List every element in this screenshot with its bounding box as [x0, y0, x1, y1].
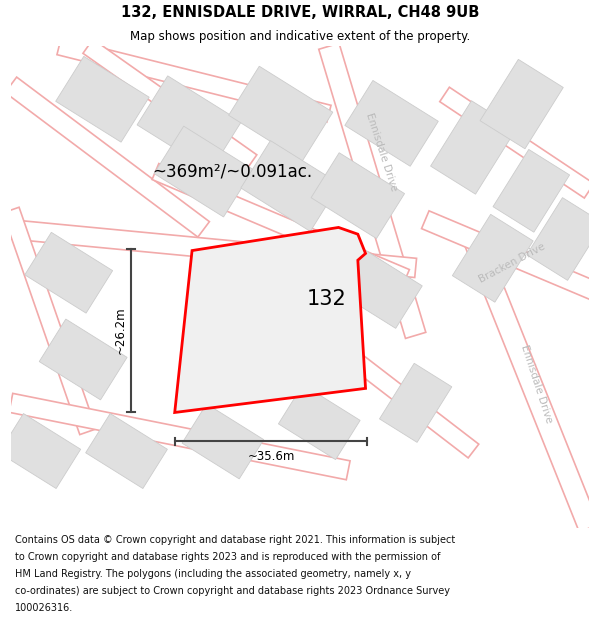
Polygon shape	[154, 126, 253, 217]
Text: Bracken Drive: Bracken Drive	[477, 241, 547, 285]
Polygon shape	[9, 393, 350, 480]
Text: 132, ENNISDALE DRIVE, WIRRAL, CH48 9UB: 132, ENNISDALE DRIVE, WIRRAL, CH48 9UB	[121, 6, 479, 21]
Polygon shape	[57, 38, 331, 122]
Polygon shape	[440, 88, 594, 198]
Text: Map shows position and indicative extent of the property.: Map shows position and indicative extent…	[130, 29, 470, 42]
Polygon shape	[182, 404, 264, 479]
Polygon shape	[83, 39, 257, 169]
Text: ~26.2m: ~26.2m	[113, 307, 126, 354]
Polygon shape	[464, 235, 599, 532]
Polygon shape	[39, 319, 127, 400]
Text: Ennisdale Drive: Ennisdale Drive	[365, 112, 400, 192]
Polygon shape	[229, 66, 333, 161]
Polygon shape	[86, 414, 167, 489]
Text: to Crown copyright and database rights 2023 and is reproduced with the permissio: to Crown copyright and database rights 2…	[15, 552, 440, 562]
Polygon shape	[422, 211, 600, 306]
Polygon shape	[5, 77, 209, 237]
Polygon shape	[431, 101, 517, 194]
Polygon shape	[0, 414, 80, 489]
Polygon shape	[345, 81, 438, 166]
Polygon shape	[343, 348, 479, 458]
Polygon shape	[332, 246, 422, 328]
Polygon shape	[379, 363, 452, 442]
Polygon shape	[319, 43, 426, 338]
Polygon shape	[278, 384, 360, 459]
Text: Ennisdale Drive: Ennisdale Drive	[519, 343, 554, 424]
Polygon shape	[2, 208, 96, 434]
Polygon shape	[527, 198, 600, 281]
Text: ~35.6m: ~35.6m	[247, 450, 295, 463]
Polygon shape	[137, 76, 241, 171]
Polygon shape	[452, 214, 533, 302]
Polygon shape	[241, 141, 340, 231]
Text: Contains OS data © Crown copyright and database right 2021. This information is : Contains OS data © Crown copyright and d…	[15, 535, 455, 545]
Polygon shape	[480, 59, 563, 149]
Text: 100026316.: 100026316.	[15, 602, 73, 612]
Polygon shape	[152, 164, 409, 286]
Polygon shape	[311, 152, 404, 239]
Polygon shape	[493, 149, 569, 232]
Polygon shape	[25, 232, 113, 313]
Polygon shape	[10, 220, 416, 278]
Polygon shape	[175, 228, 365, 412]
Text: co-ordinates) are subject to Crown copyright and database rights 2023 Ordnance S: co-ordinates) are subject to Crown copyr…	[15, 586, 450, 596]
Polygon shape	[56, 56, 149, 142]
Text: HM Land Registry. The polygons (including the associated geometry, namely x, y: HM Land Registry. The polygons (includin…	[15, 569, 411, 579]
Text: 132: 132	[307, 289, 347, 309]
Text: ~369m²/~0.091ac.: ~369m²/~0.091ac.	[152, 162, 313, 181]
